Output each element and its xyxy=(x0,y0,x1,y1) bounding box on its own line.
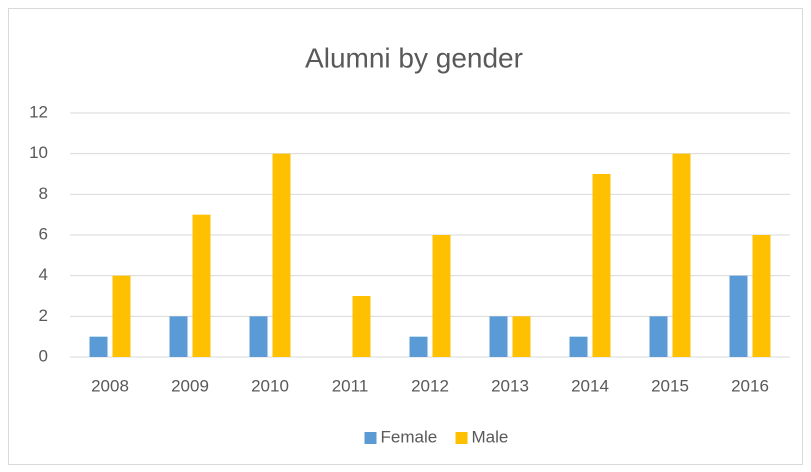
x-tick-label: 2014 xyxy=(571,376,609,395)
y-tick-label: 0 xyxy=(39,346,48,365)
chart-title: Alumni by gender xyxy=(305,42,523,73)
bar xyxy=(192,214,211,357)
x-tick-label: 2010 xyxy=(251,376,289,395)
y-tick-label: 10 xyxy=(29,143,48,162)
x-tick-label: 2011 xyxy=(332,376,369,395)
y-tick-label: 4 xyxy=(39,265,48,284)
bar xyxy=(272,153,291,357)
bar xyxy=(432,235,451,357)
bar xyxy=(592,174,611,357)
bar xyxy=(89,336,108,357)
bar xyxy=(249,316,268,357)
bar xyxy=(752,235,771,357)
x-tick-label: 2008 xyxy=(91,376,129,395)
y-tick-label: 2 xyxy=(39,306,48,325)
x-tick-label: 2016 xyxy=(731,376,769,395)
y-tick-label: 12 xyxy=(29,102,48,121)
x-tick-label: 2015 xyxy=(651,376,689,395)
bar xyxy=(649,316,668,357)
y-tick-label: 6 xyxy=(39,224,48,243)
bar xyxy=(729,275,748,357)
y-tick-label: 8 xyxy=(39,184,48,203)
bar xyxy=(169,316,188,357)
bar xyxy=(409,336,428,357)
legend-label: Male xyxy=(472,427,509,446)
x-tick-label: 2009 xyxy=(171,376,209,395)
x-tick-label: 2013 xyxy=(491,376,529,395)
legend-swatch xyxy=(364,432,377,444)
bar xyxy=(569,336,588,357)
bar xyxy=(112,275,131,357)
bar xyxy=(489,316,508,357)
bar xyxy=(352,296,371,357)
legend-swatch xyxy=(455,432,468,444)
bar xyxy=(512,316,531,357)
chart-border xyxy=(8,8,803,465)
bar xyxy=(672,153,691,357)
legend-label: Female xyxy=(381,427,438,446)
x-tick-label: 2012 xyxy=(411,376,449,395)
